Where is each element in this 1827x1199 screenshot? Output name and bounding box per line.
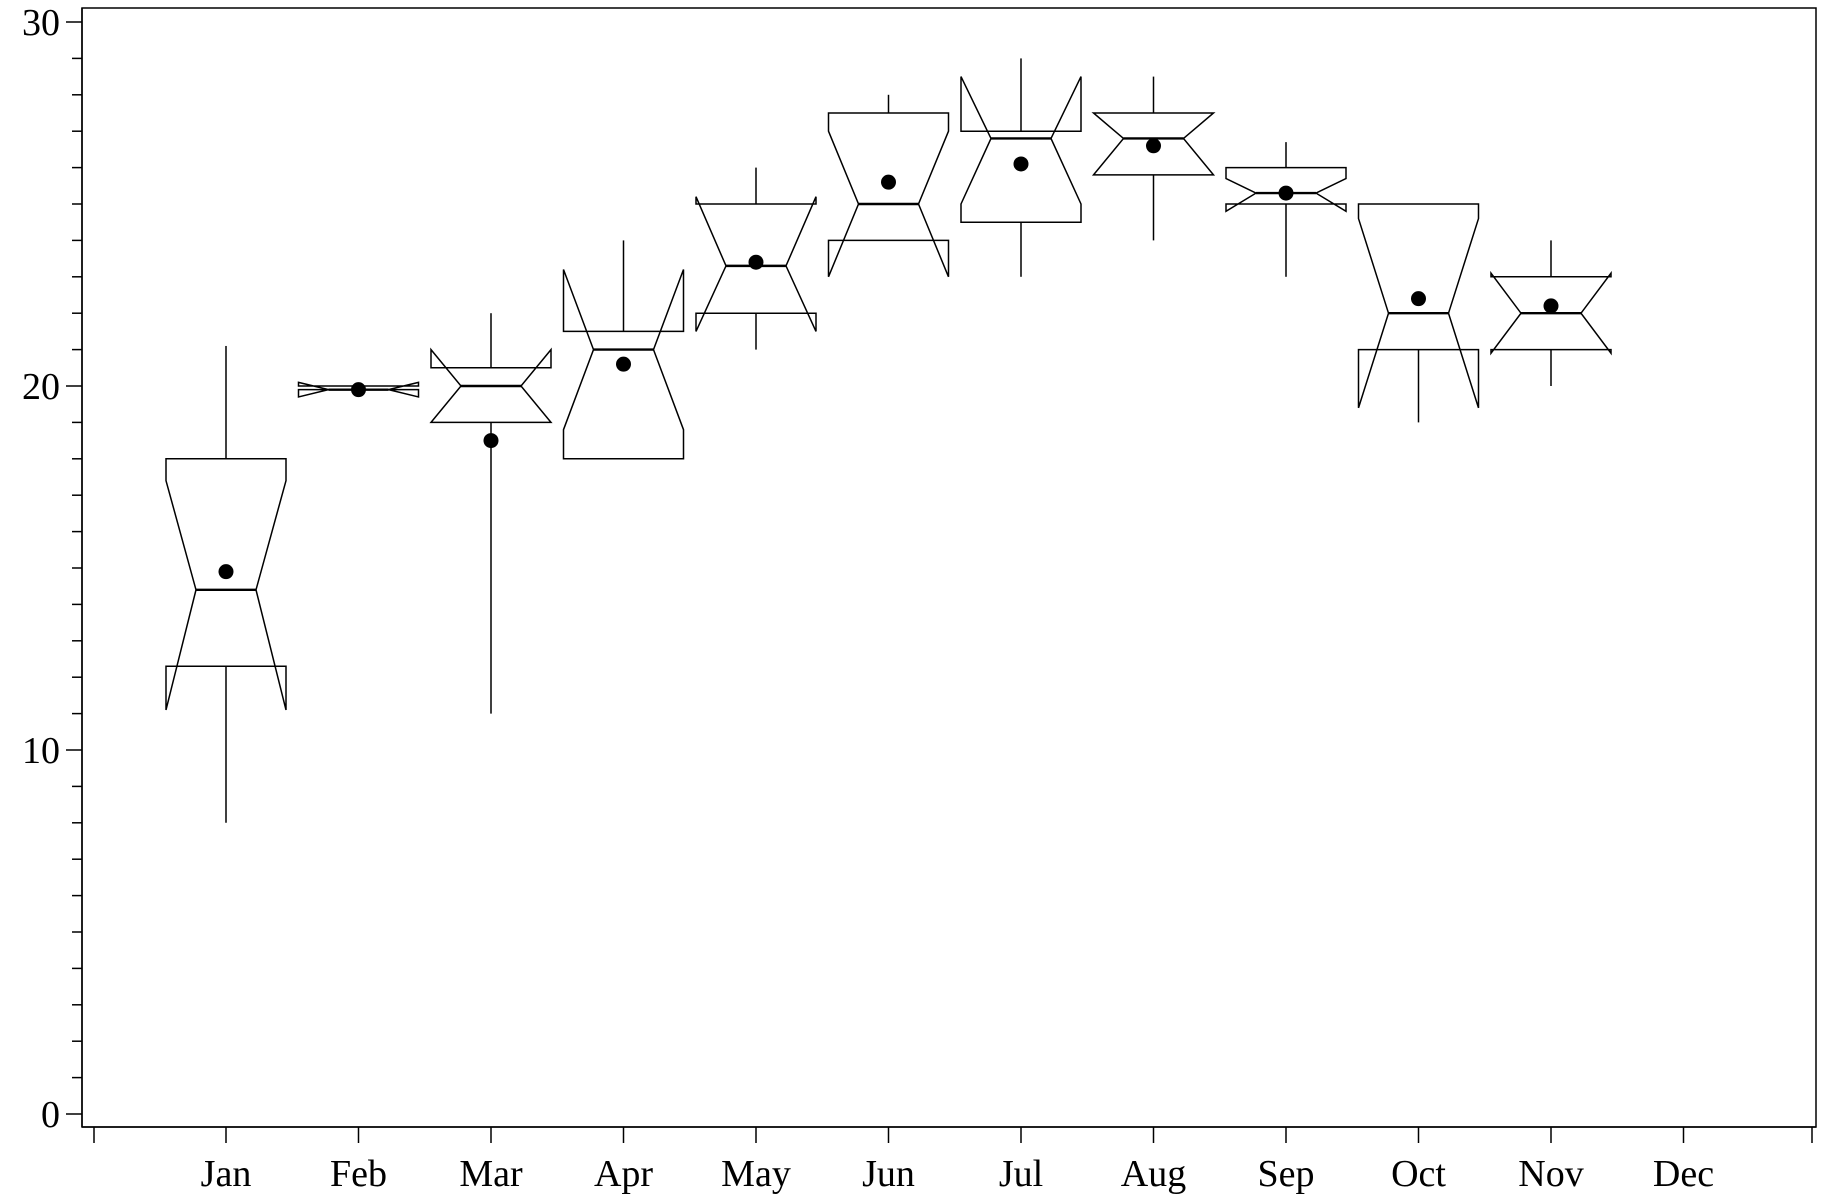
box-nov xyxy=(1490,240,1612,386)
x-tick-label: Oct xyxy=(1391,1153,1446,1195)
y-axis-ticks: 0 10 20 30 xyxy=(22,2,82,1136)
box-feb xyxy=(297,381,420,398)
x-tick-label: May xyxy=(721,1153,791,1195)
x-tick-label: Aug xyxy=(1121,1153,1186,1195)
box-jan xyxy=(165,345,287,823)
box-outline xyxy=(165,458,287,711)
mean-point xyxy=(218,564,234,580)
mean-point xyxy=(616,356,631,372)
mean-point xyxy=(351,382,366,398)
mean-point xyxy=(1278,185,1294,201)
x-tick-label: Jan xyxy=(201,1153,252,1195)
box-mar xyxy=(429,313,553,714)
y-tick-label: 20 xyxy=(22,366,60,408)
box-apr xyxy=(562,240,685,460)
y-tick-label: 10 xyxy=(22,730,60,772)
x-tick-label: Feb xyxy=(330,1153,387,1195)
x-tick-label: Jul xyxy=(999,1153,1043,1195)
plot-frame xyxy=(81,7,1817,1128)
x-tick-label: Jun xyxy=(862,1153,915,1195)
mean-point xyxy=(1013,156,1029,172)
box-outline xyxy=(827,112,950,278)
box-outline xyxy=(1490,270,1612,356)
y-tick-label: 0 xyxy=(41,1094,60,1136)
mean-point xyxy=(1543,298,1559,314)
box-outline xyxy=(297,381,420,398)
box-outline xyxy=(562,269,685,460)
box-outline xyxy=(429,347,553,424)
x-tick-label: Sep xyxy=(1258,1153,1315,1195)
mean-point xyxy=(881,174,896,190)
box-may xyxy=(695,167,817,350)
x-axis-ticks: Jan Feb Mar Apr May Jun Jul Aug Sep Oct Nov Dec xyxy=(93,1127,1813,1195)
mean-point xyxy=(748,254,764,270)
box-outline xyxy=(695,196,817,332)
box-outline xyxy=(1357,203,1480,409)
box-outline xyxy=(1225,166,1347,213)
mean-point xyxy=(483,433,499,449)
mean-point xyxy=(1146,138,1161,154)
mean-point xyxy=(1411,291,1426,307)
box-sep xyxy=(1225,142,1347,277)
x-tick-label: Mar xyxy=(459,1153,523,1195)
box-jun xyxy=(827,94,950,278)
box-aug xyxy=(1091,76,1216,241)
x-tick-label: Dec xyxy=(1653,1153,1714,1195)
x-tick-label: Apr xyxy=(594,1153,653,1195)
x-tick-label: Nov xyxy=(1518,1153,1583,1195)
y-tick-label: 30 xyxy=(22,2,60,44)
box-oct xyxy=(1357,203,1480,423)
box-jul xyxy=(960,58,1082,277)
box-outline xyxy=(960,76,1082,223)
box-series xyxy=(165,58,1612,823)
